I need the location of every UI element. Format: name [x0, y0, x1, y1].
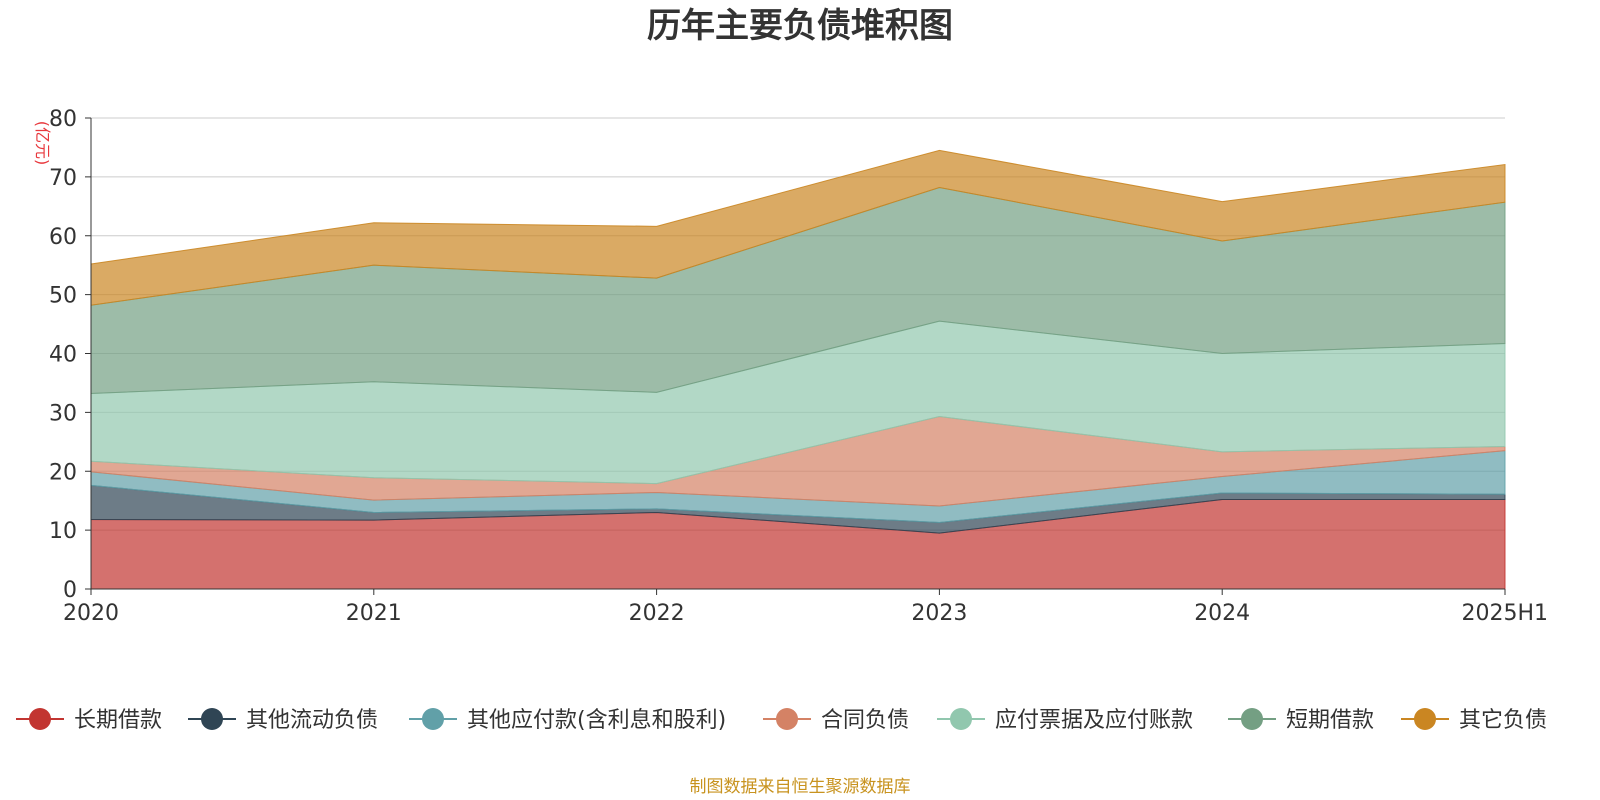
y-tick-label: 70 — [49, 166, 77, 191]
legend-circle-marker — [1241, 708, 1263, 730]
legend-item-2[interactable]: 其他应付款(含利息和股利) — [409, 708, 726, 733]
legend-circle-marker — [1414, 708, 1436, 730]
legend-circle-marker — [950, 708, 972, 730]
x-tick-label: 2021 — [346, 601, 402, 626]
x-tick-label: 2024 — [1194, 601, 1250, 626]
legend-label: 其它负债 — [1459, 708, 1547, 733]
legend-label: 合同负债 — [821, 708, 909, 733]
y-tick-label: 40 — [49, 343, 77, 368]
y-tick-label: 10 — [49, 519, 77, 544]
legend-label: 应付票据及应付账款 — [995, 708, 1193, 733]
axes: 0 10 20 30 40 50 60 70 80 2020 2021 2022 2023 2024 202… — [49, 107, 1548, 626]
x-tick-label: 2023 — [911, 601, 967, 626]
legend-item-3[interactable]: 合同负债 — [763, 708, 909, 733]
legend-label: 长期借款 — [74, 708, 162, 733]
legend-circle-marker — [422, 708, 444, 730]
legend-item-5[interactable]: 短期借款 — [1228, 708, 1374, 733]
legend-label: 其他流动负债 — [246, 708, 378, 733]
chart-title: 历年主要负债堆积图 — [647, 6, 953, 46]
y-tick-label: 20 — [49, 460, 77, 485]
legend-circle-marker — [776, 708, 798, 730]
legend-item-4[interactable]: 应付票据及应付账款 — [937, 708, 1193, 733]
y-tick-label: 60 — [49, 225, 77, 250]
legend-label: 短期借款 — [1286, 708, 1374, 733]
legend-label: 其他应付款(含利息和股利) — [467, 708, 726, 733]
y-tick-label: 50 — [49, 284, 77, 309]
area-series-6 — [90, 149, 1506, 306]
x-tick-label: 2025H1 — [1461, 601, 1548, 626]
y-axis-unit-label: (亿元) — [33, 121, 52, 166]
x-tick-label: 2022 — [629, 601, 685, 626]
y-tick-label: 0 — [63, 578, 77, 603]
x-tick-label: 2020 — [63, 601, 119, 626]
legend-item-1[interactable]: 其他流动负债 — [188, 708, 378, 733]
legend-item-0[interactable]: 长期借款 — [16, 708, 162, 733]
y-tick-label: 30 — [49, 401, 77, 426]
data-source-footer: 制图数据来自恒生聚源数据库 — [690, 777, 911, 797]
legend-circle-marker — [29, 708, 51, 730]
legend-item-6[interactable]: 其它负债 — [1401, 708, 1547, 733]
legend: 长期借款 其他流动负债 其他应付款(含利息和股利) 合同负债 应付票据及应付账款 短期借款… — [16, 708, 1547, 733]
area-series-group — [90, 149, 1506, 590]
y-tick-label: 80 — [49, 107, 77, 132]
legend-circle-marker — [201, 708, 223, 730]
